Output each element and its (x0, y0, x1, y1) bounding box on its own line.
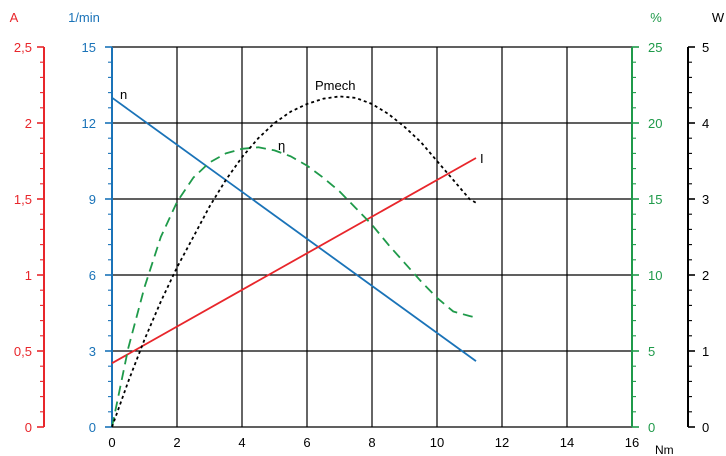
x-tick-label: 4 (238, 435, 245, 450)
curve-label-n: n (120, 87, 127, 102)
speed-tick-label: 9 (89, 192, 96, 207)
label-layer: n Pmech η I (120, 78, 484, 166)
curve-label-η: η (278, 138, 285, 153)
x-tick-label: 6 (303, 435, 310, 450)
power-tick-label: 2 (702, 268, 709, 283)
series-line-pmech (111, 95, 477, 428)
efficiency-axis-unit: % (650, 10, 662, 25)
speed-tick-label: 3 (89, 344, 96, 359)
x-tick-label: 14 (560, 435, 574, 450)
power-tick-label: 4 (702, 116, 709, 131)
speed-axis-unit: 1/min (68, 10, 100, 25)
series-line-n (111, 96, 477, 362)
efficiency-tick-label: 0 (648, 420, 655, 435)
power-tick-label: 0 (702, 420, 709, 435)
series-line-i (111, 157, 477, 364)
speed-tick-label: 12 (82, 116, 96, 131)
x-tick-label: 16 (625, 435, 639, 450)
efficiency-tick-label: 25 (648, 40, 662, 55)
power-axis-unit: W (712, 10, 725, 25)
current-tick-label: 2 (25, 116, 32, 131)
power-tick-label: 3 (702, 192, 709, 207)
x-tick-label: 12 (495, 435, 509, 450)
speed-tick-label: 6 (89, 268, 96, 283)
x-tick-label: 8 (368, 435, 375, 450)
current-tick-label: 0,5 (14, 344, 32, 359)
series-layer (111, 95, 477, 428)
power-tick-label: 5 (702, 40, 709, 55)
efficiency-tick-label: 5 (648, 344, 655, 359)
power-tick-label: 1 (702, 344, 709, 359)
current-tick-label: 1,5 (14, 192, 32, 207)
curve-label-i: I (480, 151, 484, 166)
current-tick-label: 1 (25, 268, 32, 283)
x-tick-label: 0 (108, 435, 115, 450)
axes: 00,511,522,5A036912151/min0510152025%012… (10, 10, 725, 456)
current-tick-label: 2,5 (14, 40, 32, 55)
speed-tick-label: 0 (89, 420, 96, 435)
current-axis-unit: A (10, 10, 19, 25)
efficiency-tick-label: 20 (648, 116, 662, 131)
x-tick-label: 10 (430, 435, 444, 450)
x-axis-unit: Nm (655, 443, 674, 456)
curve-label-pmech: Pmech (315, 78, 355, 93)
efficiency-tick-label: 10 (648, 268, 662, 283)
speed-tick-label: 15 (82, 40, 96, 55)
efficiency-tick-label: 15 (648, 192, 662, 207)
current-tick-label: 0 (25, 420, 32, 435)
x-tick-label: 2 (173, 435, 180, 450)
series-line-η (111, 146, 477, 428)
grid (111, 46, 633, 428)
